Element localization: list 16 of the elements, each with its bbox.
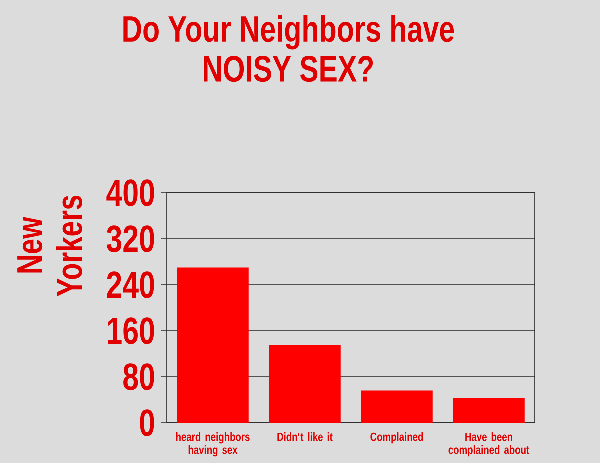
x-tick-label: Complained — [370, 432, 424, 444]
y-tick-label: 320 — [106, 226, 154, 252]
y-tick-label: 80 — [124, 364, 154, 390]
x-tick-label: heard neighbors having sex — [176, 432, 250, 457]
y-tick-label: 160 — [108, 318, 154, 344]
y-axis-title: New Yorkers — [18, 196, 82, 296]
x-tick-label: Didn't like it — [278, 432, 333, 442]
bar — [361, 390, 433, 423]
bar — [177, 268, 249, 423]
y-tick-label: 240 — [107, 272, 154, 298]
bar — [269, 345, 341, 423]
y-tick-label: 400 — [106, 180, 154, 206]
bar — [453, 398, 525, 423]
y-tick-label: 0 — [140, 410, 154, 436]
chart-title: Do Your Neighbors have NOISY SEX? — [124, 15, 454, 82]
x-tick-label: Have been complained about — [448, 432, 530, 457]
